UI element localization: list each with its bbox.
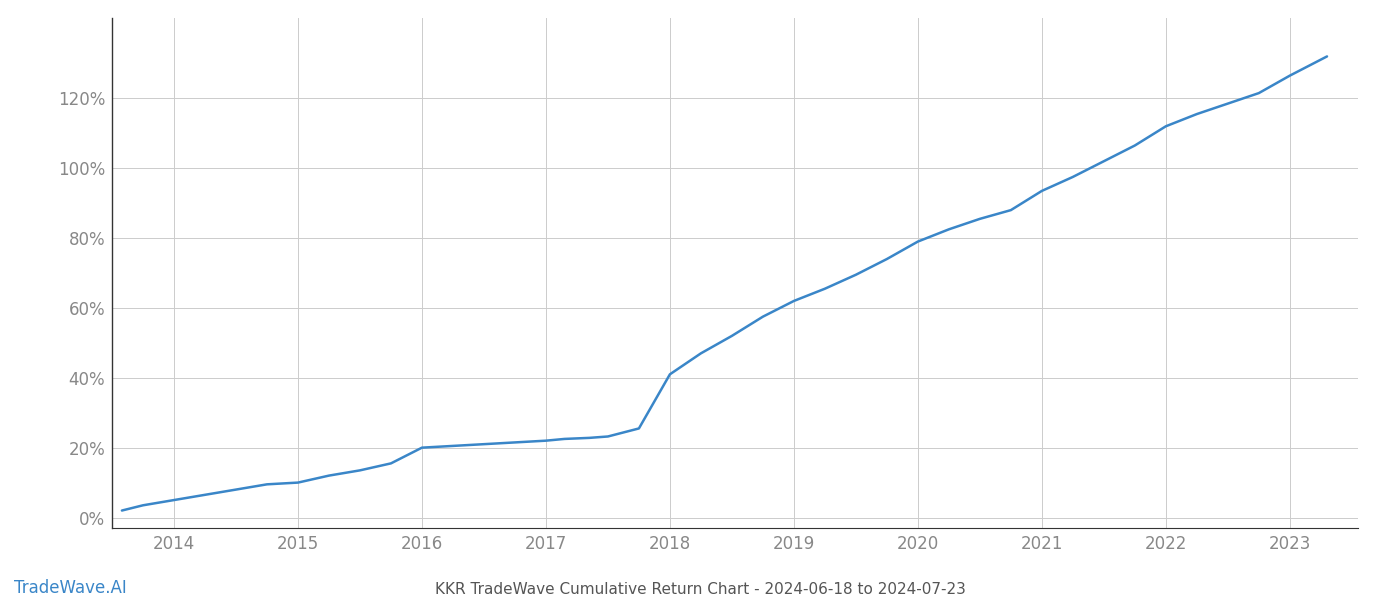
Text: KKR TradeWave Cumulative Return Chart - 2024-06-18 to 2024-07-23: KKR TradeWave Cumulative Return Chart - …: [434, 582, 966, 597]
Text: TradeWave.AI: TradeWave.AI: [14, 579, 127, 597]
